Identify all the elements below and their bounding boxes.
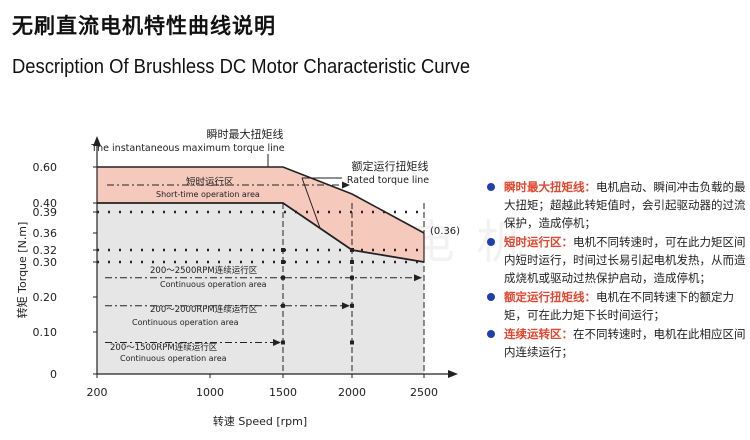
- continuous-label-cn: 200～1500RPM连续运行区: [110, 342, 218, 353]
- max-torque-label-en: The instantaneous maximum torque line: [90, 143, 284, 154]
- desc-item: 瞬时最大扭矩线：电机启动、瞬间冲击负载的最大扭矩；超越此转矩值时，会引起驱动器的…: [484, 178, 746, 232]
- page-title-cn: 无刷直流电机特性曲线说明: [12, 14, 276, 38]
- speed-marker: [350, 340, 354, 345]
- bullet-icon: [487, 330, 495, 338]
- rated-label-en: Rated torque line: [347, 175, 429, 186]
- desc-text: 电机启动、瞬间冲击负载的最大扭矩；超越此转矩值时，会引起驱动器的过流保护，造成停…: [504, 180, 746, 230]
- desc-key: 瞬时最大扭矩线：: [504, 180, 596, 194]
- desc-key: 连续运转区：: [504, 327, 573, 341]
- desc-text: 电机不同转速时，可在此力矩区间内短时运行，时间过长易引起电机发热，从而造成烧机或…: [504, 235, 746, 285]
- bullet-icon: [487, 293, 495, 301]
- desc-key: 额定运行扭矩线：: [504, 290, 596, 304]
- x-tick-label: 2000: [338, 386, 366, 399]
- continuous-label-en: Continuous operation area: [160, 280, 267, 289]
- page-title-en: Description Of Brushless DC Motor Charac…: [12, 56, 471, 78]
- x-tick-label: 2500: [410, 386, 438, 399]
- y-tick-label: 0.32: [33, 244, 58, 257]
- end-value-label: (0.36): [430, 226, 460, 237]
- speed-marker: [350, 260, 354, 264]
- continuous-label-cn: 200～2000RPM连续运行区: [150, 304, 258, 315]
- speed-marker: [281, 303, 285, 308]
- speed-marker: [281, 340, 285, 345]
- y-tick-label: 0.60: [33, 161, 58, 174]
- speed-marker: [281, 275, 285, 280]
- y-axis-arrow: [93, 136, 101, 146]
- x-tick-label: 200: [87, 386, 108, 399]
- y-tick-label: 0.10: [33, 326, 58, 339]
- continuous-label-en: Continuous operation area: [132, 318, 239, 327]
- speed-marker: [281, 248, 285, 252]
- desc-text: 电机在不同转速下的额定力矩，可在此力矩下长时间运行；: [504, 290, 734, 322]
- y-tick-label: 0.30: [33, 256, 58, 269]
- desc-item: 连续运转区：在不同转速时，电机在此相应区间内连续运行；: [484, 325, 746, 361]
- continuous-label-cn: 200～2500RPM连续运行区: [150, 265, 258, 276]
- short-time-arrow-head: [342, 181, 350, 189]
- x-tick-label: 1000: [196, 386, 224, 399]
- y-tick-label: 0.36: [33, 227, 58, 240]
- rated-torque-line: [97, 202, 425, 263]
- y-tick-label: 0.40: [33, 197, 58, 210]
- desc-item: 额定运行扭矩线：电机在不同转速下的额定力矩，可在此力矩下长时间运行；: [484, 288, 746, 324]
- short-time-label-cn: 短时运行区: [186, 176, 234, 188]
- desc-text: 在不同转速时，电机在此相应区间内连续运行；: [504, 327, 746, 359]
- y-tick-label: 0.20: [33, 291, 58, 304]
- rated-label-cn: 额定运行扭矩线: [352, 159, 429, 173]
- x-axis-arrow: [448, 370, 458, 378]
- max-torque-line: [97, 166, 425, 234]
- continuous-area: [97, 203, 424, 374]
- continuous-arrow-head: [342, 302, 350, 310]
- continuous-label-en: Continuous operation area: [120, 354, 227, 363]
- speed-marker: [350, 303, 354, 308]
- speed-marker: [281, 260, 285, 264]
- speed-marker: [350, 248, 354, 252]
- description-panel: 瞬时最大扭矩线：电机启动、瞬间冲击负载的最大扭矩；超越此转矩值时，会引起驱动器的…: [484, 178, 746, 362]
- y-tick-label: 0.39: [33, 206, 58, 219]
- rated-callout-line-b: [301, 177, 321, 229]
- desc-key: 短时运行区：: [504, 235, 573, 249]
- bullet-icon: [487, 183, 495, 191]
- x-tick-label: 1500: [269, 386, 297, 399]
- y-tick-label: 0: [50, 368, 57, 381]
- short-time-label-en: Short-time operation area: [156, 190, 260, 199]
- max-torque-label-cn: 瞬时最大扭矩线: [207, 127, 284, 141]
- y-axis-label: 转矩 Torque [N.m]: [15, 222, 29, 319]
- x-axis-label: 转速 Speed [rpm]: [213, 414, 307, 428]
- continuous-arrow-head: [414, 274, 422, 282]
- bullet-icon: [487, 238, 495, 246]
- desc-item: 短时运行区：电机不同转速时，可在此力矩区间内短时运行，时间过长易引起电机发热，从…: [484, 233, 746, 287]
- continuous-arrow-head: [273, 339, 281, 346]
